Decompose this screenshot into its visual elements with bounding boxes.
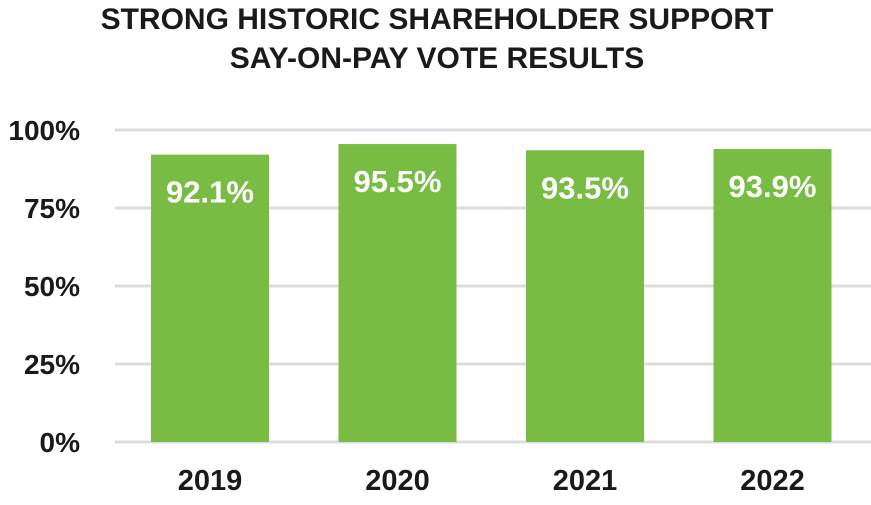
y-tick-label: 50% <box>24 271 80 302</box>
bars <box>151 144 832 443</box>
chart-title: STRONG HISTORIC SHAREHOLDER SUPPORT <box>101 3 774 36</box>
x-tick-label: 2020 <box>365 465 430 497</box>
bar-2021 <box>526 150 644 442</box>
y-tick-label: 25% <box>24 349 80 380</box>
data-label: 92.1% <box>166 175 254 210</box>
x-tick-label: 2021 <box>553 465 618 497</box>
bar-2022 <box>713 149 832 443</box>
bar-2019 <box>151 154 269 442</box>
x-tick-label: 2019 <box>178 465 243 497</box>
y-axis-ticks: 0% 25% 50% 75% 100% <box>8 115 80 458</box>
data-label: 93.5% <box>541 170 629 205</box>
y-tick-label: 75% <box>24 193 80 224</box>
bar-2020 <box>338 144 457 443</box>
data-label: 93.9% <box>729 169 817 204</box>
x-axis-ticks: 2019 2020 2021 2022 <box>178 465 805 497</box>
y-tick-label: 0% <box>40 427 81 458</box>
x-tick-label: 2022 <box>740 465 805 497</box>
data-label: 95.5% <box>354 164 442 199</box>
chart-subtitle: SAY-ON-PAY VOTE RESULTS <box>230 42 645 75</box>
y-tick-label: 100% <box>8 115 80 146</box>
data-labels: 92.1% 95.5% 93.5% 93.9% <box>166 164 816 210</box>
